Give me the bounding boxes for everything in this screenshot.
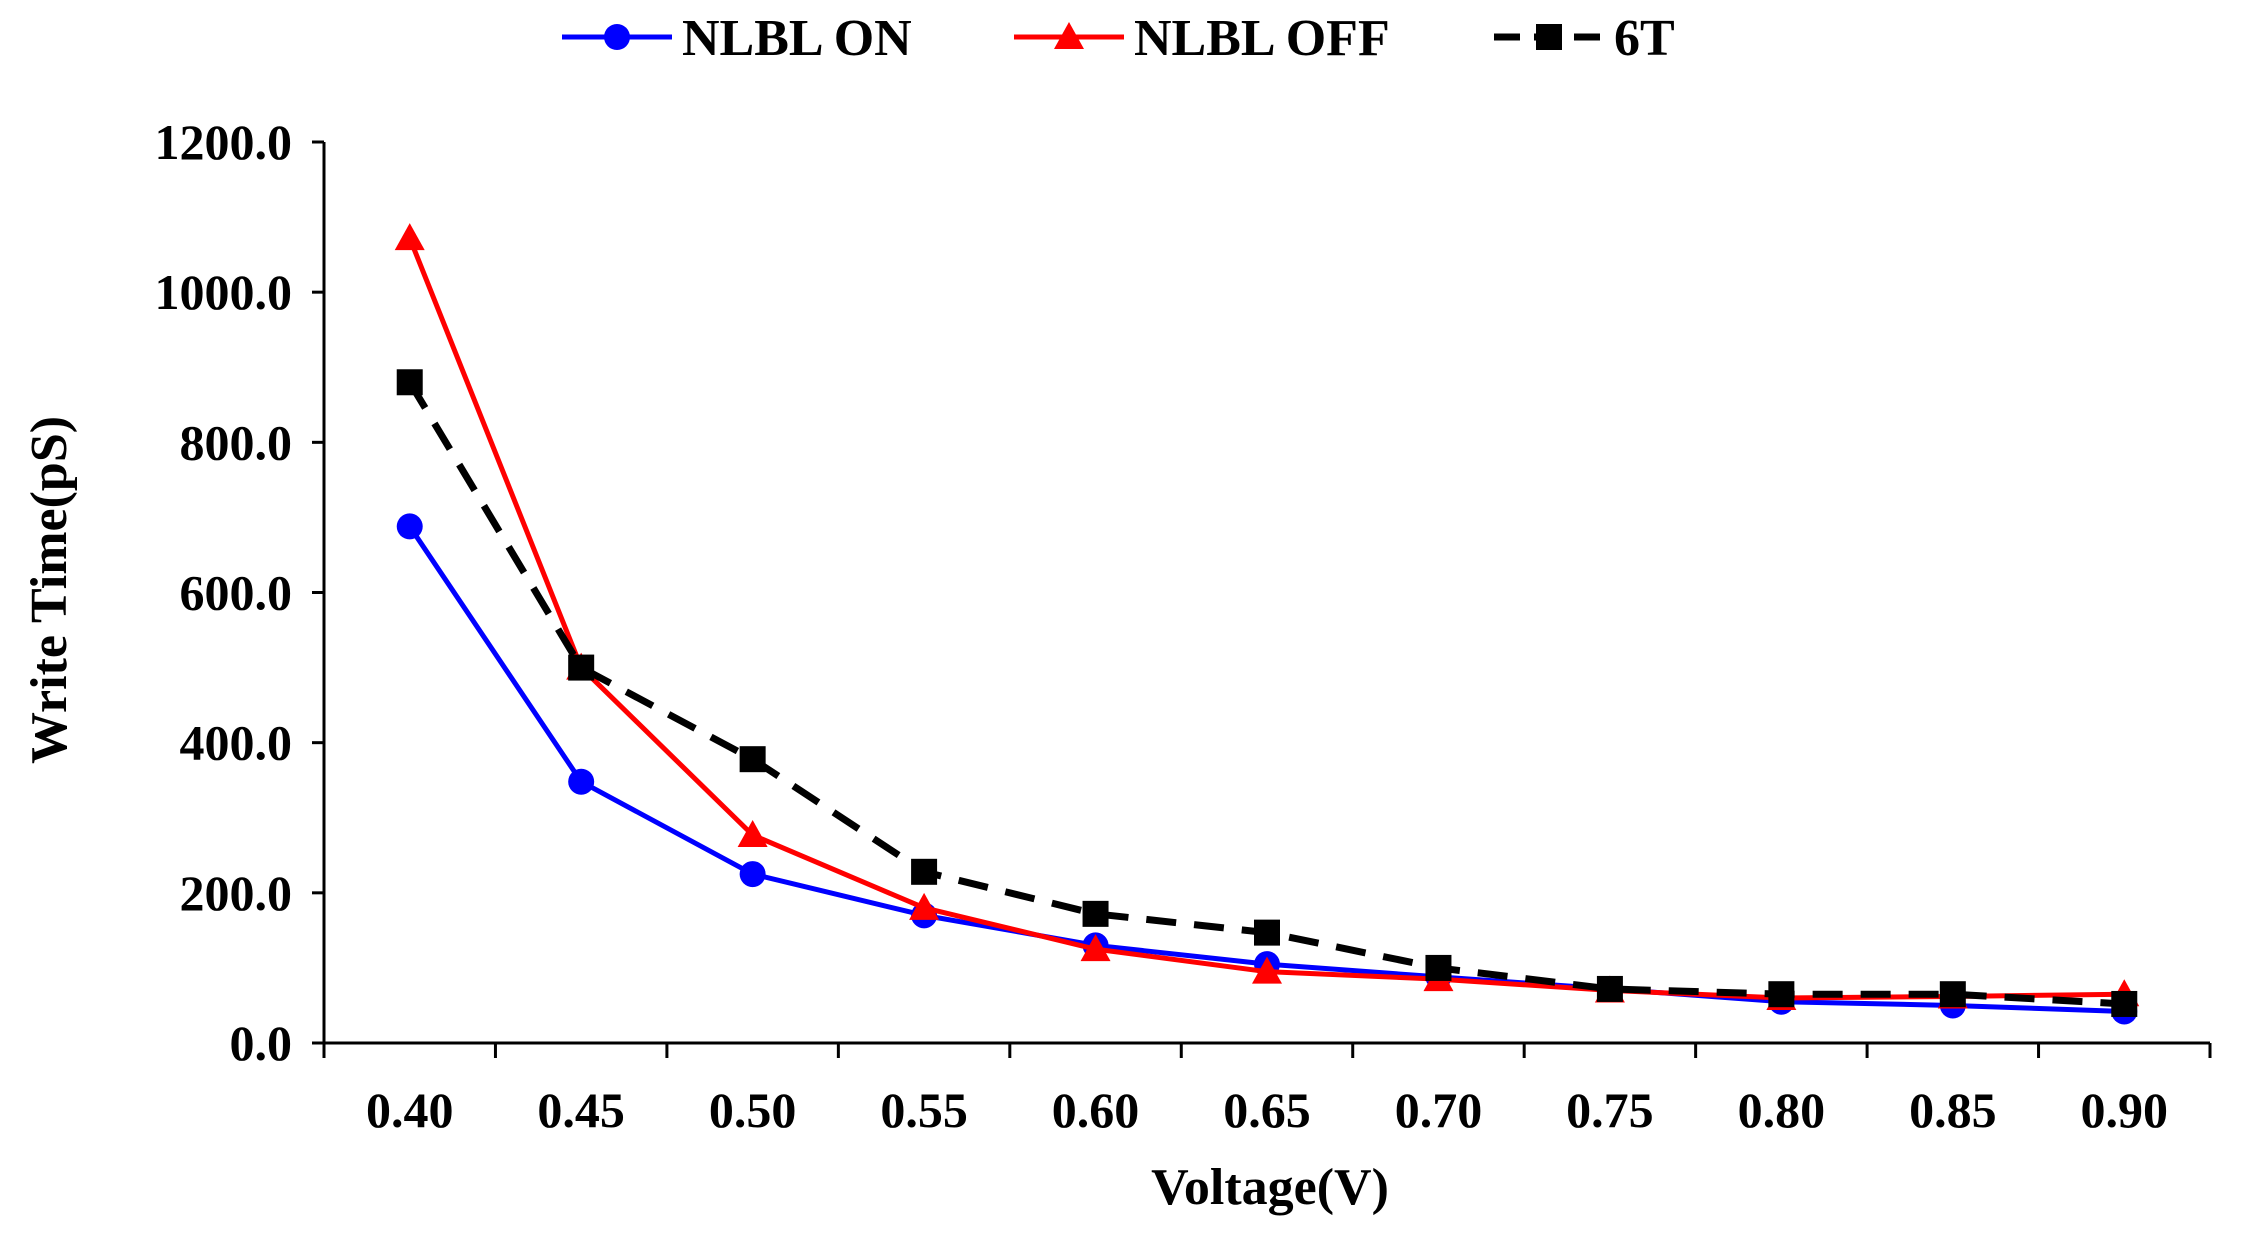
- data-point-6t: [1254, 919, 1280, 946]
- data-point-nlbl-on: [396, 513, 423, 540]
- data-point-nlbl-off: [737, 820, 768, 848]
- x-tick-label: 0.75: [1566, 1082, 1654, 1138]
- x-tick-label: 0.45: [537, 1082, 625, 1138]
- x-tick-label: 0.70: [1395, 1082, 1483, 1138]
- data-point-nlbl-on: [739, 861, 766, 888]
- x-tick-label: 0.60: [1052, 1082, 1140, 1138]
- data-point-nlbl-on: [568, 768, 595, 795]
- y-tick-label: 200.0: [180, 865, 293, 921]
- data-point-6t: [1939, 981, 1966, 1008]
- data-point-nlbl-off: [1080, 934, 1111, 962]
- data-point-nlbl-off: [394, 223, 425, 251]
- x-tick-label: 0.85: [1909, 1082, 1997, 1138]
- legend-entry-nlbl-off: NLBL OFF: [1014, 10, 1390, 67]
- data-point-6t: [1082, 900, 1109, 927]
- x-axis-title: Voltage(V): [1151, 1159, 1389, 1216]
- legend-marker: [1536, 24, 1562, 50]
- series-layer: [394, 223, 2140, 1025]
- legend-entry-6t: 6T: [1494, 10, 1675, 67]
- data-point-6t: [396, 369, 423, 396]
- data-point-nlbl-off: [1252, 956, 1282, 984]
- legend: NLBL ON NLBL OFF 6T: [562, 10, 1675, 67]
- x-tick-label: 0.90: [2081, 1082, 2169, 1138]
- x-tick-label: 0.65: [1223, 1082, 1311, 1138]
- y-axis-title: Write Time(pS): [21, 416, 78, 764]
- y-tick-label: 1000.0: [155, 264, 293, 320]
- series-line-6t: [406, 380, 2125, 1008]
- series-nlbl-on: [396, 513, 2138, 1025]
- data-point-6t: [2111, 990, 2138, 1017]
- x-tick-label: 0.50: [709, 1082, 797, 1138]
- data-point-6t: [739, 746, 766, 773]
- series-line-nlbl-off: [407, 237, 2125, 1001]
- series-nlbl-off: [394, 223, 2140, 1010]
- axes: 0.0 200.0 400.0 600.0 800.0 1000.0 1200.0 0.40 0…: [155, 114, 2212, 1138]
- legend-marker: [1054, 22, 1084, 49]
- legend-marker: [604, 24, 630, 50]
- legend-entry-nlbl-on: NLBL ON: [562, 10, 912, 67]
- legend-label: NLBL ON: [682, 10, 912, 67]
- data-point-nlbl-off: [909, 892, 940, 920]
- legend-label: NLBL OFF: [1134, 10, 1390, 67]
- data-point-6t: [1596, 975, 1623, 1002]
- data-point-6t: [1425, 954, 1452, 981]
- y-tick-label: 800.0: [180, 414, 293, 470]
- y-tick-label: 1200.0: [155, 114, 293, 170]
- x-tick-label: 0.55: [880, 1082, 968, 1138]
- y-tick-label: 600.0: [180, 565, 293, 621]
- x-tick-label: 0.80: [1738, 1082, 1826, 1138]
- series-6t: [396, 369, 2138, 1017]
- legend-label: 6T: [1614, 10, 1675, 67]
- y-tick-label: 400.0: [180, 715, 293, 771]
- data-point-6t: [568, 654, 595, 681]
- y-tick-label: 0.0: [230, 1015, 293, 1071]
- x-tick-label: 0.40: [366, 1082, 454, 1138]
- data-point-6t: [911, 858, 938, 885]
- data-point-6t: [1768, 981, 1795, 1008]
